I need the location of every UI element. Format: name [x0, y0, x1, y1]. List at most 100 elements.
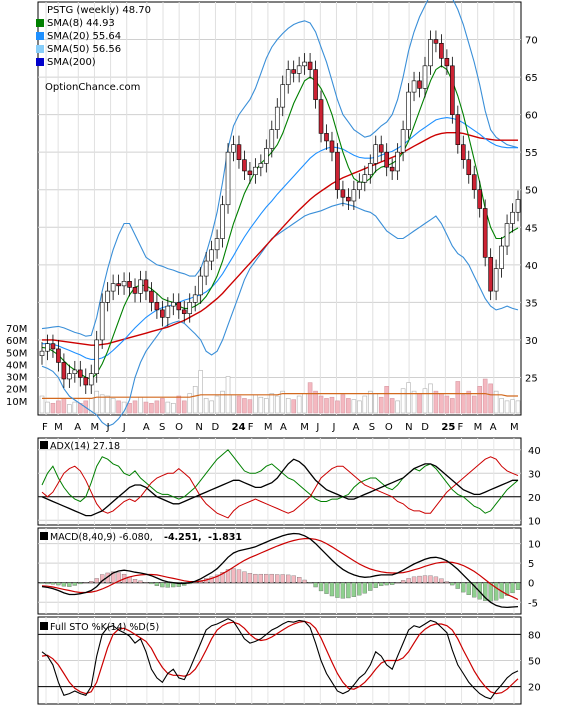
candle-body	[72, 369, 78, 375]
bollinger-lower-line	[41, 202, 519, 427]
x-tick-label: O	[175, 422, 183, 433]
macd-histogram-bar	[444, 581, 450, 583]
price-tick-label: 40	[525, 261, 538, 272]
macd-legend-swatch	[40, 532, 48, 540]
macd-histogram-bar	[220, 572, 225, 583]
candle-body	[307, 61, 313, 70]
candle-body	[389, 166, 395, 172]
candle-body	[471, 174, 477, 191]
macd-title: MACD(8,40,9) -6.080,	[50, 532, 153, 543]
candle-body	[482, 208, 488, 258]
adx-title: ADX(14) 27.18	[50, 441, 120, 452]
macd-histogram-bar	[439, 578, 444, 583]
candle-body	[105, 290, 110, 303]
macd-histogram-bar	[236, 569, 242, 583]
x-tick-label: F	[42, 422, 48, 433]
macd-histogram-bar	[165, 582, 170, 588]
legend-label: SMA(8) 44.93	[47, 18, 115, 29]
legend-swatch	[36, 19, 44, 27]
macd-histogram-bar	[379, 582, 384, 587]
volume-bar	[94, 390, 100, 414]
sma8-line	[41, 65, 519, 380]
macd-histogram-bar	[428, 575, 433, 583]
volume-bar	[515, 400, 521, 414]
panel-tick-label: 10	[528, 516, 541, 527]
macd-line	[41, 532, 519, 609]
sto-legend-swatch	[40, 622, 48, 630]
volume-bar	[346, 398, 351, 414]
x-tick-label: D	[421, 422, 429, 433]
sto-panel: 20 50 80 Full STO %K(14) %D(5)	[37, 616, 541, 705]
candle-body	[329, 140, 335, 153]
volume-bar	[482, 378, 488, 414]
macd-signal-line	[41, 537, 519, 601]
candle-body	[395, 151, 400, 172]
x-tick-label: N	[195, 422, 202, 433]
volume-bar	[242, 398, 247, 414]
volume-bar	[171, 402, 176, 414]
volume-bar	[504, 400, 510, 414]
macd-histogram-bar	[154, 582, 160, 587]
volume-bar	[269, 393, 275, 414]
macd-histogram-bar	[61, 582, 67, 587]
volume-bar	[181, 400, 187, 414]
sto-title: Full STO %K(14) %D(5)	[50, 622, 159, 633]
macd-histogram-bar	[116, 572, 121, 583]
candles	[39, 30, 521, 394]
candle-body	[181, 309, 187, 314]
volume-bar	[116, 400, 121, 414]
legend-label: PSTG (weekly) 48.70	[47, 5, 151, 16]
candle-body	[258, 163, 264, 168]
candle-body	[138, 279, 143, 294]
macd-histogram-bar	[89, 581, 94, 583]
volume-bar	[220, 390, 225, 414]
x-tick-label: S	[159, 422, 165, 433]
candle-body	[493, 268, 499, 292]
candle-body	[214, 238, 220, 251]
panel-tick-label: 50	[528, 657, 541, 668]
volume-bar	[378, 396, 384, 414]
macd-histogram-bar	[56, 582, 61, 586]
volume-bar	[335, 400, 340, 414]
macd-histogram-bar	[264, 573, 269, 583]
volume-bar	[214, 395, 220, 414]
macd-histogram-bar	[143, 582, 149, 583]
macd-histogram-bar	[515, 582, 521, 590]
volume-bar	[428, 383, 433, 414]
volume-bar	[110, 398, 116, 414]
volume-bar	[444, 395, 450, 414]
volume-bar	[367, 390, 373, 414]
macd-histogram-bar	[346, 582, 351, 599]
candle-body	[77, 369, 83, 378]
candle-body	[171, 302, 176, 307]
volume-tick-label: 40M	[6, 360, 27, 371]
candle-body	[165, 305, 171, 318]
macd-histogram-bar	[78, 582, 83, 585]
macd-histogram-bar	[72, 582, 77, 586]
candle-body	[411, 80, 417, 93]
x-axis-labels: F M A M J J A S O N D 24 F M A M J J A S O N D 25 F M A M	[42, 422, 519, 433]
candle-body	[417, 80, 422, 89]
x-tick-label: N	[405, 422, 412, 433]
macd-histogram-bar	[83, 582, 88, 584]
volume-bar	[165, 401, 171, 414]
watermark: OptionChance.com	[45, 82, 140, 93]
candle-body	[231, 144, 236, 153]
macd-histogram-bar	[461, 582, 466, 593]
volume-bar	[433, 390, 439, 414]
price-tick-label: 50	[525, 186, 538, 197]
adx-panel-frame	[37, 437, 522, 526]
x-tick-label: A	[74, 422, 81, 433]
macd-histogram-bar	[504, 582, 510, 596]
macd-histogram-bar	[406, 578, 411, 583]
volume-bar	[187, 393, 193, 414]
volume-bar	[384, 386, 389, 414]
macd-histogram-bar	[247, 573, 253, 583]
macd-histogram-bar	[149, 582, 154, 585]
volume-tick-label: 10M	[6, 397, 27, 408]
candle-body	[94, 339, 100, 374]
x-tick-label: M	[300, 422, 309, 433]
legend-swatch	[36, 58, 44, 66]
volume-bar	[329, 396, 335, 414]
